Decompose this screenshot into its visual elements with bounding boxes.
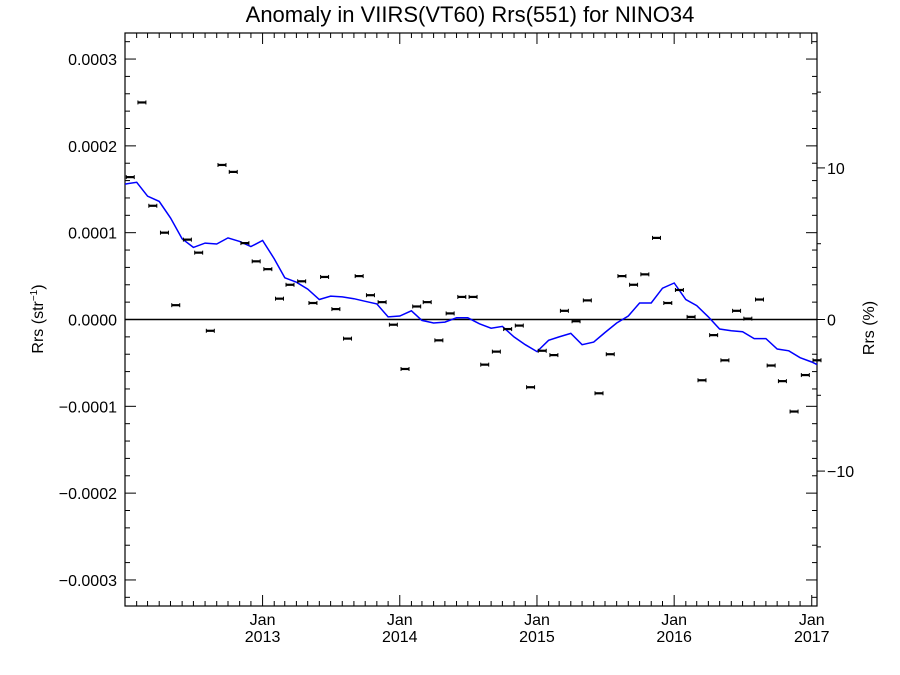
right-tick-label: −10 bbox=[827, 464, 854, 481]
x-tick-month: Jan bbox=[661, 612, 687, 629]
data-point bbox=[800, 373, 810, 378]
data-point bbox=[400, 366, 410, 371]
data-point bbox=[377, 300, 387, 305]
data-point bbox=[457, 294, 467, 299]
left-tick-label: 0.0003 bbox=[68, 52, 117, 69]
data-point bbox=[125, 175, 135, 180]
data-point bbox=[491, 349, 501, 354]
data-point bbox=[217, 162, 227, 167]
data-point bbox=[468, 294, 478, 299]
data-point bbox=[812, 358, 822, 363]
data-point bbox=[514, 323, 524, 328]
data-point bbox=[171, 303, 181, 308]
data-point bbox=[674, 287, 684, 292]
left-tick-label: −0.0003 bbox=[59, 573, 117, 590]
y-axis-label-right: Rrs (%) bbox=[861, 301, 878, 355]
data-point bbox=[388, 322, 398, 327]
x-tick-month: Jan bbox=[524, 612, 550, 629]
data-point bbox=[434, 338, 444, 343]
data-point bbox=[182, 237, 192, 242]
y-label-left-close: ) bbox=[30, 284, 47, 289]
data-point bbox=[480, 362, 490, 367]
data-point bbox=[709, 333, 719, 338]
x-tick-year: 2017 bbox=[794, 629, 830, 646]
running-mean-line bbox=[124, 181, 818, 366]
data-point bbox=[549, 353, 559, 358]
data-point bbox=[732, 308, 742, 313]
data-point bbox=[320, 274, 330, 279]
running-mean-polyline bbox=[124, 181, 818, 366]
data-point bbox=[743, 316, 753, 321]
data-point bbox=[422, 300, 432, 305]
data-point bbox=[354, 274, 364, 279]
data-point bbox=[697, 378, 707, 383]
data-point bbox=[503, 327, 513, 332]
right-y-axis: 10 0 −10 bbox=[817, 91, 854, 548]
data-point bbox=[194, 250, 204, 255]
data-point bbox=[228, 169, 238, 174]
y-label-left-base: Rrs (str bbox=[30, 300, 47, 353]
left-tick-label: 0.0001 bbox=[68, 226, 117, 243]
y-axis-label-left: Rrs (str−1) bbox=[29, 284, 47, 353]
x-tick-year: 2014 bbox=[382, 629, 418, 646]
data-point bbox=[148, 203, 158, 208]
left-tick-label: −0.0002 bbox=[59, 486, 117, 503]
data-point bbox=[559, 308, 569, 313]
data-point bbox=[412, 304, 422, 309]
data-point bbox=[445, 311, 455, 316]
data-point bbox=[605, 352, 615, 357]
data-point bbox=[537, 348, 547, 353]
data-point bbox=[274, 296, 284, 301]
data-point bbox=[629, 282, 639, 287]
data-point bbox=[663, 301, 673, 306]
data-point bbox=[526, 385, 536, 390]
left-tick-label: 0.0000 bbox=[68, 313, 117, 330]
x-tick-month: Jan bbox=[387, 612, 413, 629]
x-tick-month: Jan bbox=[250, 612, 276, 629]
left-y-axis: 0.0003 0.0002 0.0001 0.0000 −0.0001 −0.0002 −0… bbox=[59, 41, 817, 598]
data-point bbox=[617, 274, 627, 279]
data-point bbox=[789, 409, 799, 414]
data-point bbox=[651, 235, 661, 240]
data-point bbox=[137, 100, 147, 105]
data-point bbox=[343, 336, 353, 341]
x-tick-year: 2013 bbox=[245, 629, 281, 646]
x-tick-year: 2016 bbox=[656, 629, 692, 646]
data-point bbox=[754, 297, 764, 302]
x-tick-month: Jan bbox=[799, 612, 825, 629]
x-tick-year: 2015 bbox=[519, 629, 555, 646]
data-point bbox=[582, 298, 592, 303]
data-point bbox=[766, 363, 776, 368]
chart-title: Anomaly in VIIRS(VT60) Rrs(551) for NINO… bbox=[246, 2, 695, 27]
data-point bbox=[594, 391, 604, 396]
y-label-left-sup: −1 bbox=[29, 289, 40, 301]
right-tick-label: 10 bbox=[827, 161, 845, 178]
data-point bbox=[205, 328, 215, 333]
data-point bbox=[331, 307, 341, 312]
data-point bbox=[263, 267, 273, 272]
data-point bbox=[365, 293, 375, 298]
data-point bbox=[777, 379, 787, 384]
data-point bbox=[159, 230, 169, 235]
data-point bbox=[686, 314, 696, 319]
data-point bbox=[720, 358, 730, 363]
data-point bbox=[308, 301, 318, 306]
right-tick-label: 0 bbox=[827, 313, 836, 330]
data-point bbox=[571, 319, 581, 324]
left-tick-label: −0.0001 bbox=[59, 399, 117, 416]
data-point bbox=[240, 241, 250, 246]
left-tick-label: 0.0002 bbox=[68, 139, 117, 156]
data-point bbox=[251, 259, 261, 264]
data-point bbox=[297, 279, 307, 284]
anomaly-points bbox=[125, 100, 822, 414]
data-point bbox=[640, 272, 650, 277]
data-point bbox=[285, 282, 295, 287]
